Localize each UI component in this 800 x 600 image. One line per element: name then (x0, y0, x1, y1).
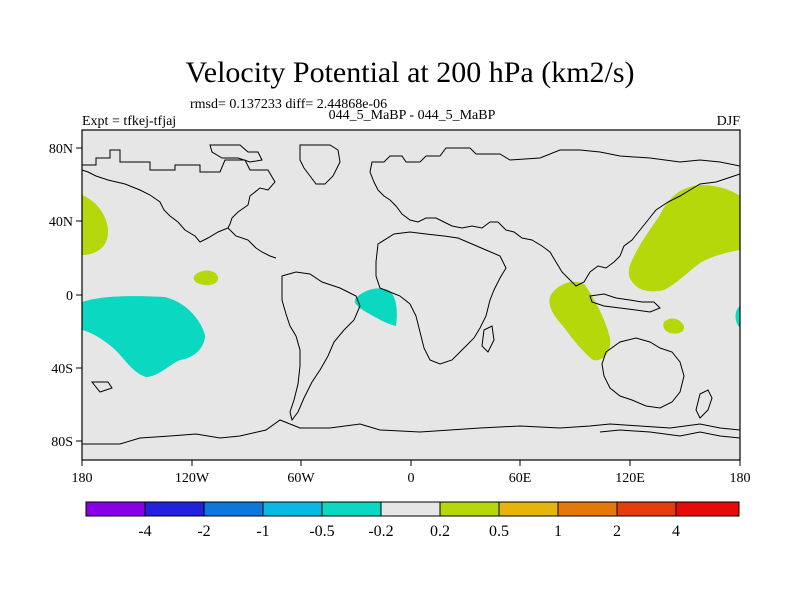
coastline-madagascar (481, 325, 495, 353)
coastlines (82, 144, 740, 445)
x-tick-label: 60E (509, 471, 532, 486)
season-label: DJF (717, 114, 741, 129)
colorbar-swatch (498, 501, 559, 517)
y-tick-label: 80N (49, 142, 73, 157)
colorbar-label: -1 (256, 523, 269, 540)
coastline-central-america (227, 227, 277, 259)
coastline-south-america (281, 271, 361, 422)
figure-title: Velocity Potential at 200 hPa (km2/s) (185, 56, 634, 89)
colorbar-label: -0.5 (309, 523, 334, 540)
x-tick-label: 180 (730, 471, 751, 486)
y-tick-label: 80S (51, 435, 73, 450)
colorbar-swatch (203, 501, 264, 517)
colorbar-swatch (321, 501, 382, 517)
negative-region-atlantic (354, 288, 397, 326)
negative-region-dateline-edge (735, 306, 740, 328)
colorbar-swatch (262, 501, 323, 517)
coastline-indonesia (589, 293, 661, 313)
coastline-greenland (299, 144, 341, 185)
colorbar-label: 0.5 (489, 523, 509, 540)
y-tick-label: 0 (66, 289, 73, 304)
expt-label: Expt = tfkej-tfjaj (82, 114, 176, 129)
x-tick-label: 120W (175, 471, 210, 486)
coastline-arctic-islands (209, 144, 263, 163)
map-background (82, 130, 740, 460)
colorbar-swatch (144, 501, 205, 517)
negative-region-south-pacific (82, 296, 205, 377)
colorbar-swatch (85, 501, 146, 517)
stats-text: rmsd= 0.137233 diff= 2.44868e-06 (190, 97, 387, 112)
x-tick-label: 0 (408, 471, 415, 486)
positive-region-northeast-pacific (82, 195, 108, 255)
positive-region-southwest-pacific (663, 318, 685, 334)
coastline-africa (375, 231, 507, 365)
positive-region-east-pacific (193, 270, 219, 286)
comparison-label: 044_5_MaBP - 044_5_MaBP (329, 108, 496, 123)
coastline-antarctic-ross (599, 429, 740, 439)
coastline-eurasia (369, 147, 740, 287)
positive-region-indian-ocean (549, 281, 611, 361)
colorbar-label: -4 (138, 523, 151, 540)
colorbar-label: 1 (554, 523, 562, 540)
colorbar-label: 0.2 (430, 523, 450, 540)
colorbar-labels: -4 -2 -1 -0.5 -0.2 0.2 0.5 1 2 4 (138, 523, 680, 540)
coastline-antarctica (82, 419, 740, 445)
colorbar-label: 4 (672, 523, 680, 540)
x-tick-label: 180 (72, 471, 93, 486)
y-tick-labels: 80N 40N 0 40S 80S (49, 142, 73, 450)
colorbar-swatch (439, 501, 500, 517)
coastline-north-america (82, 149, 276, 243)
contour-fills (82, 185, 740, 377)
x-tick-label: 60W (287, 471, 315, 486)
colorbar-swatch (675, 501, 740, 517)
y-tick-label: 40N (49, 215, 73, 230)
positive-region-west-pacific (628, 185, 740, 292)
colorbar (85, 501, 740, 517)
colorbar-label: 2 (613, 523, 621, 540)
x-tick-label: 120E (615, 471, 645, 486)
colorbar-swatch (557, 501, 618, 517)
coastline-small-island-south (90, 381, 113, 393)
colorbar-swatch (380, 501, 441, 517)
axis-ticks (76, 147, 741, 466)
colorbar-label: -2 (197, 523, 210, 540)
y-tick-label: 40S (51, 362, 73, 377)
coastline-new-zealand (695, 389, 713, 419)
coastline-australia (601, 337, 685, 409)
colorbar-label: -0.2 (368, 523, 393, 540)
colorbar-swatch (616, 501, 677, 517)
x-tick-labels: 180 120W 60W 0 60E 120E 180 (72, 471, 751, 486)
